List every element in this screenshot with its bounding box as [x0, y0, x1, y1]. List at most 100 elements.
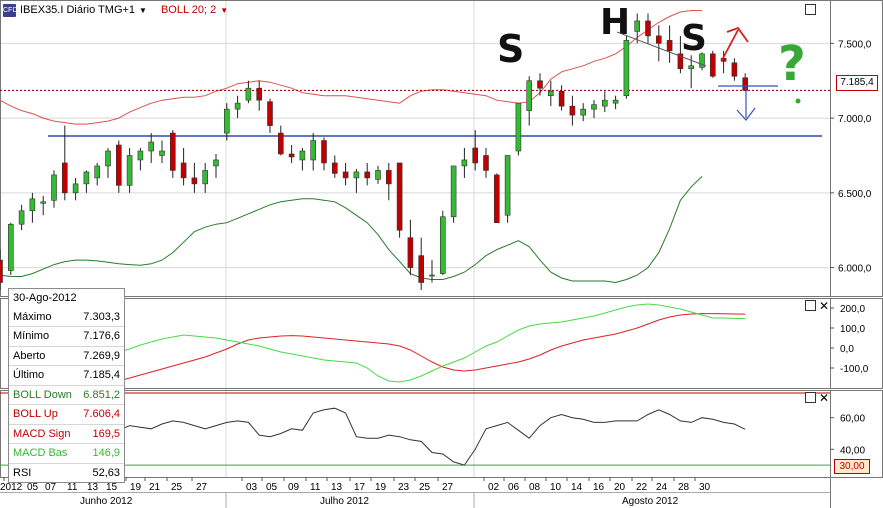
macd-pane-maximize-button[interactable] [805, 300, 816, 311]
x-tick-label: 27 [442, 482, 454, 493]
x-tick-label: 23 [398, 482, 410, 493]
candle-body [623, 40, 630, 96]
x-tick-label: 07 [45, 482, 57, 493]
candle-body [202, 170, 208, 185]
info-value: 6.851,2 [83, 388, 120, 401]
candle-body [137, 150, 144, 161]
rsi-pane-close-button[interactable]: ✕ [819, 391, 830, 405]
candle-body [224, 108, 230, 134]
info-row: BOLL Up 7.606,4 [9, 404, 124, 424]
x-tick-label: 05 [27, 482, 39, 493]
candle-body [267, 101, 273, 126]
indicator-label[interactable]: BOLL 20; 2 [160, 4, 217, 16]
info-date: 30-Ago-2012 [13, 292, 77, 304]
candle-body [213, 159, 219, 167]
candle-body [0, 259, 3, 283]
candle-body [385, 170, 392, 185]
rsi-pane-maximize-button[interactable] [805, 392, 816, 403]
candle-body [429, 274, 435, 277]
x-tick-label: 22 [636, 482, 648, 493]
info-value: 7.176,6 [83, 330, 120, 342]
candle-body [331, 162, 338, 174]
candle-body [612, 99, 619, 104]
y-axis-labels: 6.000,0 6.500,0 7.000,0 7.500,0 200,0 100,0 0,… [830, 39, 872, 456]
x-tick-label: 27 [196, 482, 208, 493]
macd-signal-line [107, 313, 746, 385]
candle-body [94, 165, 100, 179]
bollinger-lower-band [0, 176, 703, 284]
hand-annotations: S H S ? [497, 2, 806, 121]
candle-body [461, 159, 468, 167]
info-label: BOLL Down [13, 388, 72, 401]
candle-body [321, 140, 327, 164]
candle-body [493, 174, 500, 224]
candle-body [8, 223, 14, 271]
x-tick-label: 08 [529, 482, 541, 493]
annotation-up-arrow [721, 26, 749, 61]
info-value: 7.606,4 [83, 408, 120, 420]
candle-body [180, 162, 187, 179]
info-date-row: 30-Ago-2012 [9, 289, 124, 308]
candle-body [61, 162, 68, 194]
symbol-cfd-icon[interactable]: CFD [3, 3, 17, 17]
x-tick-label: 10 [550, 482, 562, 493]
candle-body [126, 155, 133, 186]
macd-base-line [64, 303, 746, 383]
info-row: MACD Sign 169,5 [9, 423, 124, 444]
info-row: Aberto 7.269,9 [9, 345, 124, 366]
price-pane [0, 10, 830, 290]
info-row: Máximo 7.303,3 [9, 308, 124, 327]
candle-body [51, 174, 57, 201]
title-dropdown-icon[interactable]: ▼ [139, 5, 147, 15]
candle-body [645, 20, 651, 37]
macd-pane-close-button[interactable]: ✕ [819, 299, 830, 313]
candle-body [515, 102, 522, 152]
candle-body [396, 162, 403, 231]
x-month-label: Junho 2012 [80, 496, 133, 507]
candle-body [688, 65, 695, 70]
rsi-level-tag: 30,00 [834, 459, 870, 474]
candle-body [277, 132, 284, 155]
candle-body [483, 155, 489, 171]
candle-body [310, 140, 317, 161]
x-tick-label: 03 [246, 482, 258, 493]
candle-body [439, 216, 446, 274]
info-value: 52,63 [92, 466, 120, 479]
info-row: BOLL Down 6.851,2 [9, 384, 124, 405]
symbol-title[interactable]: IBEX35.I Diário TMG+1 [20, 4, 136, 16]
candle-body [526, 80, 533, 111]
info-label: BOLL Up [13, 408, 58, 420]
candle-body [655, 35, 662, 44]
x-tick-label: 11 [67, 482, 78, 493]
candle-body [256, 87, 263, 101]
candle-body [472, 147, 479, 164]
main-pane-maximize-button[interactable] [805, 4, 816, 15]
price-tick-label: 7.500,0 [838, 39, 872, 50]
candle-body [601, 99, 608, 107]
annotation-question-mark: ? [778, 36, 806, 92]
indicator-dropdown-icon[interactable]: ▼ [220, 5, 229, 15]
x-tick-label: 21 [149, 482, 161, 493]
macd-tick-label: 0,0 [840, 344, 854, 355]
grid-lines [0, 0, 830, 477]
annotation-s-left: S [497, 27, 524, 71]
candle-body [83, 171, 90, 185]
x-month-label: Julho 2012 [320, 496, 369, 507]
candle-body [666, 40, 673, 52]
candle-body [591, 104, 597, 110]
candle-body [709, 53, 716, 77]
x-tick-label: 11 [310, 482, 321, 493]
rsi-tick-label: 60,00 [840, 414, 865, 425]
candle-body [40, 201, 47, 204]
info-value: 146,9 [92, 447, 120, 459]
candle-body [580, 108, 587, 116]
info-label: Último [13, 369, 45, 381]
candle-body [353, 171, 360, 179]
candle-body [450, 165, 457, 218]
rsi-tick-label: 40,00 [840, 445, 865, 456]
candle-body [234, 102, 241, 110]
annotation-down-arrow [718, 85, 778, 121]
chart-header: CFD IBEX35.I Diário TMG+1 ▼ BOLL 20; 2 ▼ [3, 2, 228, 18]
candle-body [504, 155, 511, 216]
x-tick-label: 02 [488, 482, 500, 493]
